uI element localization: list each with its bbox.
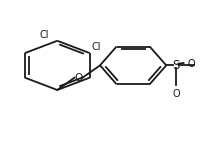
Text: Cl: Cl <box>92 42 101 52</box>
Text: S: S <box>172 59 180 72</box>
Text: O: O <box>75 73 83 83</box>
Text: Cl: Cl <box>39 30 49 40</box>
Text: O: O <box>187 59 195 69</box>
Text: O: O <box>172 89 180 99</box>
